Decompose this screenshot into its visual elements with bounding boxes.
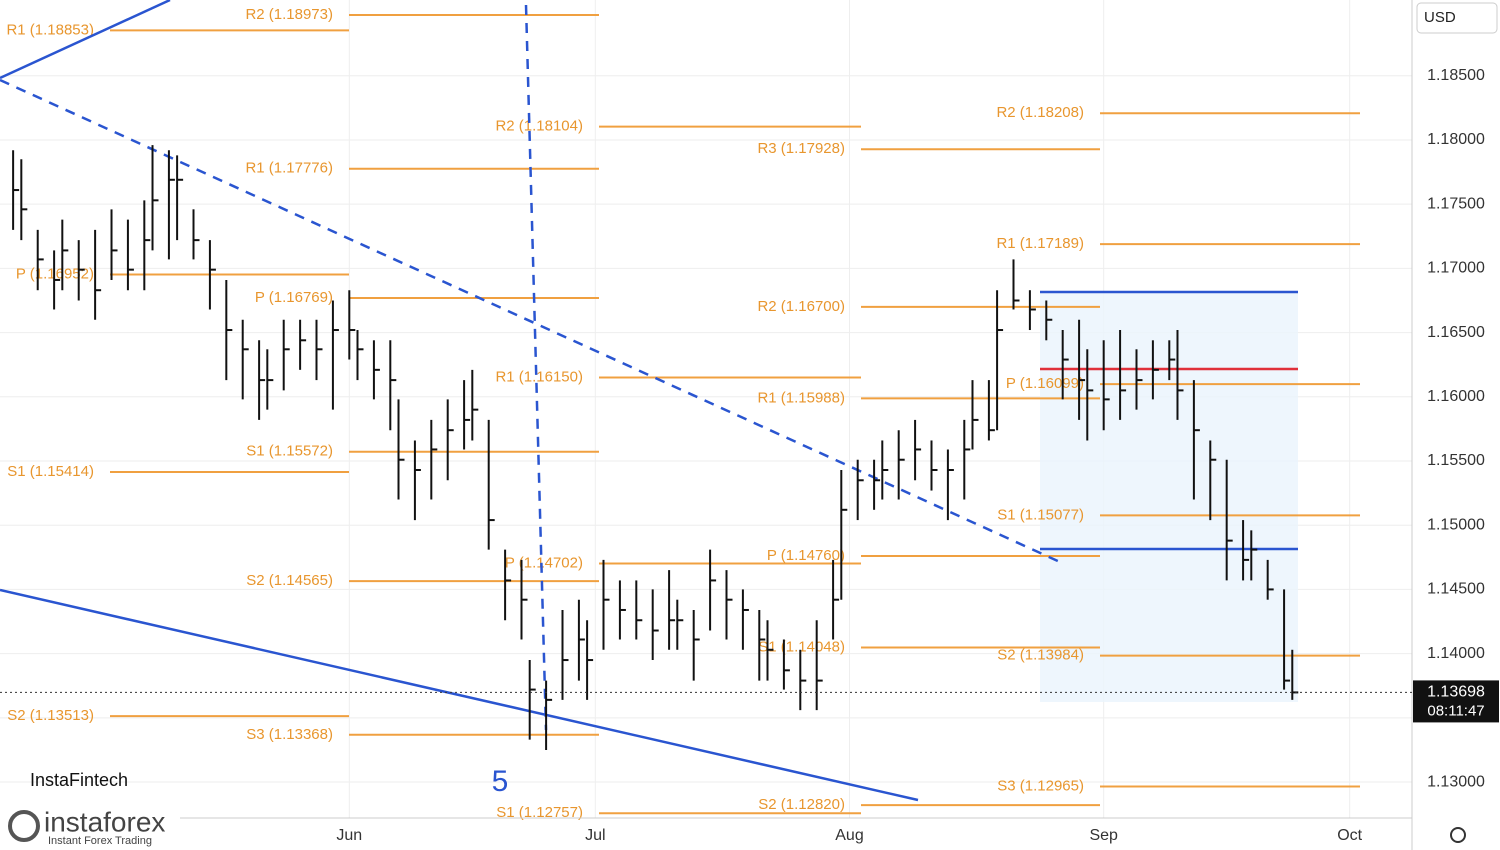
grid <box>0 0 1412 818</box>
pivot-label: R2 (1.18208) <box>996 104 1084 121</box>
y-tick-label: 1.15000 <box>1427 516 1485 533</box>
pivot-label: R1 (1.15988) <box>757 389 845 406</box>
pivot-label: P (1.14702) <box>505 554 583 571</box>
pivot-label: S2 (1.14565) <box>246 572 333 589</box>
pivot-label: S1 (1.15077) <box>997 506 1084 523</box>
pivot-label: S1 (1.15572) <box>246 443 333 460</box>
pivot-label: S1 (1.12757) <box>496 804 583 821</box>
axis-labels: 1.130001.135001.140001.145001.150001.155… <box>336 67 1485 844</box>
currency-button[interactable] <box>1416 2 1498 34</box>
pivot-label: R1 (1.16150) <box>495 369 583 386</box>
logo-name: instaforex <box>44 806 165 837</box>
pivot-levels: R1 (1.18853)P (1.16952)S1 (1.15414)S2 (1… <box>6 6 1360 821</box>
y-tick-label: 1.16000 <box>1427 388 1485 405</box>
logo-icon <box>8 810 40 842</box>
wave-line-dashed <box>524 4 548 731</box>
pivot-label: R1 (1.17776) <box>245 160 333 177</box>
y-tick-label: 1.17500 <box>1427 195 1485 212</box>
last-price-box <box>1413 680 1499 723</box>
pivot-label: S3 (1.13368) <box>246 726 333 743</box>
pivot-label: S2 (1.12820) <box>758 796 845 813</box>
trend-line <box>0 0 171 80</box>
y-tick-label: 1.17000 <box>1427 260 1485 277</box>
logo-tagline: Instant Forex Trading <box>48 835 152 847</box>
settings-icon[interactable] <box>1450 827 1466 843</box>
trend-line <box>0 588 919 802</box>
x-tick-label: Sep <box>1089 827 1118 844</box>
x-tick-label: Oct <box>1337 827 1362 844</box>
brand: InstaFintech <box>30 770 128 790</box>
y-tick-label: 1.15500 <box>1427 452 1485 469</box>
x-tick-label: Jul <box>585 827 605 844</box>
x-tick-label: Jun <box>336 827 362 844</box>
y-tick-label: 1.13000 <box>1427 773 1485 790</box>
wave-label: 5 <box>492 765 509 798</box>
pivot-label: R2 (1.18973) <box>245 6 333 23</box>
pivot-label: P (1.14760) <box>767 547 845 564</box>
pivot-label: R2 (1.16700) <box>757 298 845 315</box>
pivot-label: R2 (1.18104) <box>495 118 583 135</box>
pivot-label: R1 (1.18853) <box>6 21 94 38</box>
trend-line-dashed <box>0 78 1061 564</box>
currency[interactable]: USD <box>1424 9 1456 26</box>
pivot-label: R1 (1.17189) <box>996 235 1084 252</box>
y-tick-label: 1.18500 <box>1427 67 1485 84</box>
pivot-label: S1 (1.14048) <box>758 638 845 655</box>
y-tick-label: 1.14500 <box>1427 581 1485 598</box>
pivot-label: S2 (1.13984) <box>997 647 1084 664</box>
y-tick-label: 1.14000 <box>1427 645 1485 662</box>
last-price: 1.13698 <box>1427 684 1485 701</box>
pivot-label: P (1.16099) <box>1006 375 1084 392</box>
pivot-label: P (1.16769) <box>255 289 333 306</box>
x-tick-label: Aug <box>835 827 863 844</box>
pivot-label: S3 (1.12965) <box>997 778 1084 795</box>
price-bars <box>12 145 1299 750</box>
pivot-label: R3 (1.17928) <box>757 140 845 157</box>
pivot-label: S1 (1.15414) <box>7 463 94 480</box>
y-tick-label: 1.16500 <box>1427 324 1485 341</box>
y-tick-label: 1.18000 <box>1427 131 1485 148</box>
countdown: 08:11:47 <box>1427 702 1484 719</box>
pivot-label: S2 (1.13513) <box>7 707 94 724</box>
